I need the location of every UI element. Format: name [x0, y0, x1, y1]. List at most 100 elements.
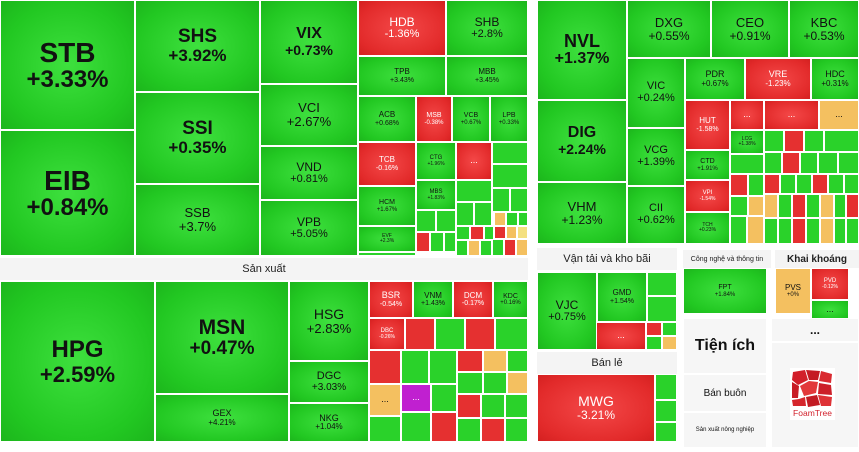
tile-dig[interactable]: DIG +2.24% — [537, 100, 627, 182]
small-stock-tile[interactable] — [764, 174, 780, 194]
small-stock-tile[interactable] — [820, 194, 834, 218]
tile-gex[interactable]: GEX +4.21% — [155, 394, 289, 442]
small-stock-tile[interactable] — [429, 350, 457, 384]
small-stock-tile[interactable] — [474, 202, 492, 226]
small-stock-tile[interactable] — [456, 180, 492, 202]
tile-kdc[interactable]: KDC +0.16% — [493, 281, 528, 318]
tile-dgc[interactable]: DGC +3.03% — [289, 361, 369, 403]
tile-vnd[interactable]: VND +0.81% — [260, 146, 358, 200]
small-stock-tile[interactable] — [764, 218, 778, 244]
collapsed-group[interactable]: ... — [811, 300, 849, 320]
small-stock-tile[interactable] — [764, 152, 782, 174]
small-stock-tile[interactable] — [782, 152, 800, 174]
tile-lpb[interactable]: LPB +0.33% — [490, 96, 528, 142]
collapsed-group[interactable]: ... — [369, 384, 401, 416]
tile-mbs[interactable]: MBS +1.83% — [416, 180, 456, 210]
small-stock-tile[interactable] — [516, 239, 528, 256]
tile-dbc[interactable]: DBC -0.26% — [369, 318, 405, 350]
small-stock-tile[interactable] — [796, 174, 812, 194]
small-stock-tile[interactable] — [828, 174, 844, 194]
collapsed-sectors[interactable]: ... — [771, 318, 859, 342]
tile-hut[interactable]: HUT -1.58% — [685, 100, 730, 150]
small-stock-tile[interactable] — [405, 318, 435, 350]
small-stock-tile[interactable] — [483, 372, 507, 394]
small-stock-tile[interactable] — [730, 216, 747, 244]
small-stock-tile[interactable] — [369, 416, 401, 442]
tile-vci[interactable]: VCI +2.67% — [260, 84, 358, 146]
tile-hdb[interactable]: HDB -1.36% — [358, 0, 446, 56]
small-stock-tile[interactable] — [457, 394, 481, 418]
tile-ceo[interactable]: CEO +0.91% — [711, 0, 789, 58]
tile-ctg[interactable]: CTG +1.96% — [416, 142, 456, 180]
small-stock-tile[interactable] — [492, 239, 504, 256]
small-stock-tile[interactable] — [456, 226, 470, 240]
collapsed-group[interactable]: ... — [819, 100, 859, 130]
tile-vix[interactable]: VIX +0.73% — [260, 0, 358, 84]
small-stock-tile[interactable] — [484, 226, 494, 240]
small-stock-tile[interactable] — [401, 350, 429, 384]
small-stock-tile[interactable] — [818, 152, 838, 174]
tile-pdr[interactable]: PDR +0.67% — [685, 58, 745, 100]
tile-pvd[interactable]: PVD -0.12% — [811, 268, 849, 300]
small-stock-tile[interactable] — [506, 212, 518, 226]
small-stock-tile[interactable] — [730, 174, 748, 196]
small-stock-tile[interactable] — [844, 174, 859, 194]
tile-tch[interactable]: TCH +0.23% — [685, 212, 730, 244]
small-stock-tile[interactable] — [730, 196, 748, 216]
tile-msn[interactable]: MSN +0.47% — [155, 281, 289, 394]
tile-mwg[interactable]: MWG -3.21% — [537, 374, 655, 442]
collapsed-group[interactable]: ... — [764, 100, 819, 130]
small-stock-tile[interactable] — [647, 296, 677, 322]
small-stock-tile[interactable] — [505, 418, 528, 442]
small-stock-tile[interactable] — [662, 322, 677, 336]
small-stock-tile[interactable] — [806, 194, 820, 218]
small-stock-tile[interactable] — [507, 350, 528, 372]
small-stock-tile[interactable] — [846, 194, 859, 218]
small-stock-tile[interactable] — [480, 240, 492, 256]
collapsed-group[interactable]: ... — [730, 100, 764, 130]
tile-ssi[interactable]: SSI +0.35% — [135, 92, 260, 184]
tile-mbb[interactable]: MBB +3.45% — [446, 56, 528, 96]
tile-msb[interactable]: MSB -0.38% — [416, 96, 452, 142]
tile-vjc[interactable]: VJC +0.75% — [537, 272, 597, 350]
small-stock-tile[interactable] — [492, 188, 510, 212]
small-stock-tile[interactable] — [492, 164, 528, 188]
small-stock-tile[interactable] — [784, 130, 804, 152]
small-stock-tile[interactable] — [506, 226, 517, 239]
small-stock-tile[interactable] — [505, 394, 528, 418]
small-stock-tile[interactable] — [481, 418, 505, 442]
tile-evf[interactable]: EVF +2.3% — [358, 226, 416, 252]
small-stock-tile[interactable] — [401, 412, 431, 442]
tile-pvs[interactable]: PVS +0% — [775, 268, 811, 314]
small-stock-tile[interactable] — [655, 374, 677, 400]
small-stock-tile[interactable] — [800, 152, 818, 174]
small-stock-tile[interactable] — [662, 336, 677, 350]
tile-dxg[interactable]: DXG +0.55% — [627, 0, 711, 58]
small-stock-tile[interactable] — [778, 218, 792, 244]
small-stock-tile[interactable] — [517, 226, 528, 239]
tile-ctd[interactable]: CTD +1.91% — [685, 150, 730, 180]
tile-vre[interactable]: VRE -1.23% — [745, 58, 811, 100]
tile-tpb[interactable]: TPB +3.43% — [358, 56, 446, 96]
tile-shb[interactable]: SHB +2.8% — [446, 0, 528, 56]
small-stock-tile[interactable] — [457, 350, 483, 372]
small-stock-tile[interactable] — [436, 210, 456, 232]
tile-vpb[interactable]: VPB +5.05% — [260, 200, 358, 256]
sector-box-ban-buon[interactable]: Bán buôn — [683, 374, 767, 412]
collapsed-group[interactable]: ... — [401, 384, 431, 412]
small-stock-tile[interactable] — [646, 322, 662, 336]
tile-bsr[interactable]: BSR -0.54% — [369, 281, 413, 318]
small-stock-tile[interactable] — [812, 174, 828, 194]
tile-ssb[interactable]: SSB +3.7% — [135, 184, 260, 256]
tile-nvl[interactable]: NVL +1.37% — [537, 0, 627, 100]
small-stock-tile[interactable] — [834, 218, 846, 244]
tile-stb[interactable]: STB +3.33% — [0, 0, 135, 130]
small-stock-tile[interactable] — [495, 318, 528, 350]
tile-vnm[interactable]: VNM +1.43% — [413, 281, 453, 318]
small-stock-tile[interactable] — [820, 218, 834, 244]
tile-fpt[interactable]: FPT +1.84% — [683, 268, 767, 314]
tile-acb[interactable]: ACB +0.68% — [358, 96, 416, 142]
small-stock-tile[interactable] — [369, 350, 401, 384]
small-stock-tile[interactable] — [468, 240, 480, 256]
small-stock-tile[interactable] — [824, 130, 859, 152]
